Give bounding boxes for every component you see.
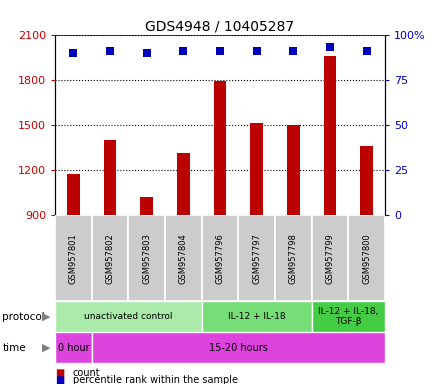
Bar [92,332,385,363]
Text: IL-12 + IL-18,
TGF-β: IL-12 + IL-18, TGF-β [318,307,378,326]
Bar [213,81,227,215]
Bar [55,215,92,301]
Point [180,48,187,54]
Text: ■: ■ [55,375,64,384]
Bar [55,301,202,332]
Bar [238,215,275,301]
Text: GSM957796: GSM957796 [216,233,224,284]
Text: GSM957803: GSM957803 [142,233,151,284]
Bar [323,56,337,215]
Point [70,50,77,56]
Bar [202,301,312,332]
Text: ▶: ▶ [42,312,51,322]
Bar [140,197,153,215]
Text: 15-20 hours: 15-20 hours [209,343,268,353]
Text: count: count [73,368,100,378]
Point [106,48,114,54]
Bar [128,215,165,301]
Text: GSM957804: GSM957804 [179,233,188,284]
Bar [275,215,312,301]
Bar [287,125,300,215]
Text: GSM957799: GSM957799 [326,233,334,284]
Point [290,48,297,54]
Text: unactivated control: unactivated control [84,312,172,321]
Text: ▶: ▶ [42,343,51,353]
Bar [165,215,202,301]
Bar [92,215,128,301]
Bar [67,174,80,215]
Bar [202,215,238,301]
Text: 0 hour: 0 hour [58,343,89,353]
Bar [177,153,190,215]
Text: GSM957800: GSM957800 [362,233,371,284]
Text: GSM957798: GSM957798 [289,233,298,284]
Text: GSM957802: GSM957802 [106,233,114,284]
Bar [312,215,348,301]
Text: IL-12 + IL-18: IL-12 + IL-18 [228,312,286,321]
Point [326,44,334,50]
Text: ■: ■ [55,368,64,378]
Bar [360,146,373,215]
Point [363,48,370,54]
Text: GSM957797: GSM957797 [252,233,261,284]
Bar [250,123,263,215]
Point [253,48,260,54]
Bar [348,215,385,301]
Bar [55,332,92,363]
Text: time: time [2,343,26,353]
Point [216,48,224,54]
Text: GSM957801: GSM957801 [69,233,78,284]
Bar [312,301,385,332]
Point [143,50,150,56]
Bar [103,140,117,215]
Title: GDS4948 / 10405287: GDS4948 / 10405287 [146,20,294,33]
Text: percentile rank within the sample: percentile rank within the sample [73,375,238,384]
Text: protocol: protocol [2,312,45,322]
